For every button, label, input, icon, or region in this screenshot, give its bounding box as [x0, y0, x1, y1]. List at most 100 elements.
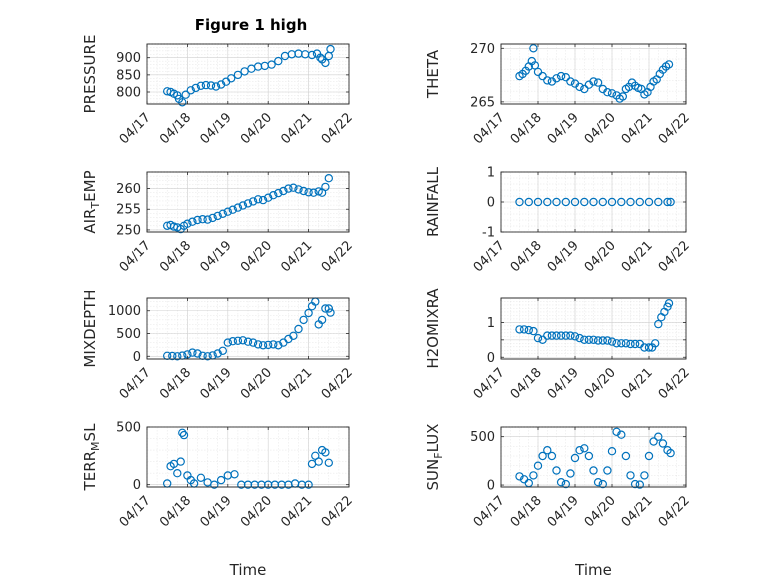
data-point — [267, 60, 276, 69]
data-point — [584, 335, 594, 344]
y-tick-label: 500 — [116, 421, 141, 436]
data-point — [324, 173, 333, 183]
y-axis-label: AIRTEMP — [81, 170, 102, 233]
data-point — [515, 325, 524, 334]
data-point — [274, 188, 283, 198]
data-point — [316, 53, 325, 62]
data-point — [644, 451, 654, 461]
data-point — [556, 71, 566, 81]
axes-terr-msl: 04/17 04/18 04/19 04/20 04/21 04/22 0 500 TERRMS… — [81, 421, 356, 580]
data-point — [324, 458, 333, 467]
x-tick-label: 04/18 — [157, 365, 194, 402]
data-point — [168, 351, 177, 361]
axes-box — [146, 171, 350, 233]
x-tick-label: 04/18 — [157, 110, 194, 147]
data-point — [274, 56, 283, 66]
data-point — [617, 339, 626, 348]
data-point — [589, 466, 598, 475]
x-tick-label: 04/17 — [471, 365, 508, 402]
y-axis-label: TERRMSL — [81, 423, 102, 492]
data-point — [543, 76, 552, 85]
data-point — [529, 471, 538, 480]
data-point — [658, 439, 668, 448]
axes-box — [500, 43, 687, 105]
x-tick-label: 04/17 — [117, 110, 154, 147]
data-point — [570, 332, 580, 341]
y-tick-label: 255 — [116, 203, 141, 218]
data-point — [530, 61, 540, 70]
x-tick-label: 04/21 — [619, 238, 656, 275]
data-point — [552, 197, 561, 207]
y-tick-label: 0 — [487, 351, 495, 366]
data-point — [618, 92, 628, 101]
data-point — [181, 90, 190, 99]
x-tick-label: 04/22 — [656, 365, 693, 402]
data-point — [524, 325, 534, 335]
x-tick-label: 04/22 — [319, 365, 356, 402]
data-point — [543, 446, 552, 455]
x-tick-label: 04/19 — [545, 110, 582, 147]
data-point — [570, 453, 580, 463]
data-point — [635, 480, 645, 489]
x-tick-label: 04/20 — [582, 238, 619, 275]
data-point — [617, 430, 626, 439]
data-point — [213, 349, 222, 358]
data-point — [584, 451, 594, 461]
y-axis-label: RAINFALL — [424, 166, 442, 237]
data-point — [529, 326, 538, 336]
x-tick-label: 04/21 — [619, 493, 656, 530]
y-tick-label: 850 — [116, 68, 141, 83]
y-tick-label: 260 — [116, 182, 141, 197]
data-point — [556, 331, 566, 340]
data-point — [603, 87, 612, 97]
data-point — [321, 448, 330, 457]
data-point — [173, 469, 182, 478]
data-point — [179, 430, 189, 440]
axes-box — [500, 426, 687, 488]
data-point — [621, 451, 631, 461]
data-point — [321, 304, 330, 313]
y-tick-label: -1 — [482, 226, 495, 241]
data-point — [626, 471, 635, 480]
data-point — [552, 331, 561, 340]
data-point — [223, 338, 232, 347]
data-point — [238, 336, 248, 345]
data-point — [552, 74, 561, 83]
x-tick-label: 04/21 — [619, 365, 656, 402]
data-point — [243, 337, 253, 346]
data-point — [326, 44, 335, 54]
data-point — [223, 207, 232, 216]
axes-rainfall: 04/17 04/18 04/19 04/20 04/21 04/22 -1 0 1 RAINFA… — [424, 166, 693, 276]
data-point — [243, 199, 253, 208]
data-point — [233, 70, 243, 80]
data-point — [203, 352, 212, 361]
data-point — [644, 343, 654, 352]
axes-box — [146, 426, 350, 488]
data-point — [216, 475, 226, 485]
data-point — [299, 315, 308, 325]
x-tick-label: 04/19 — [545, 365, 582, 402]
data-point — [589, 335, 598, 344]
x-tick-label: 04/22 — [319, 110, 356, 147]
data-point — [218, 346, 227, 355]
axes-mixdepth: 04/17 04/18 04/19 04/20 04/21 04/22 0 500 1000 MI… — [81, 289, 356, 402]
y-tick-label: 500 — [116, 327, 141, 342]
x-tick-label: 04/20 — [238, 365, 275, 402]
data-point — [304, 308, 313, 318]
x-tick-label: 04/17 — [117, 238, 154, 275]
y-tick-label: 0 — [133, 478, 141, 493]
data-point — [274, 341, 283, 350]
y-tick-label: 0 — [133, 350, 141, 365]
x-tick-label: 04/20 — [582, 493, 619, 530]
data-point — [566, 469, 575, 478]
data-point — [580, 197, 589, 207]
data-point — [279, 186, 288, 196]
data-point — [258, 195, 268, 205]
x-tick-label: 04/17 — [117, 493, 154, 530]
data-point — [206, 81, 216, 90]
data-point — [644, 197, 654, 207]
x-tick-label: 04/20 — [238, 493, 275, 530]
axes-pressure: 04/17 04/18 04/19 04/20 04/21 04/22 800 850 900 P… — [81, 35, 356, 148]
x-tick-label: 04/22 — [656, 110, 693, 147]
data-point — [561, 72, 571, 82]
